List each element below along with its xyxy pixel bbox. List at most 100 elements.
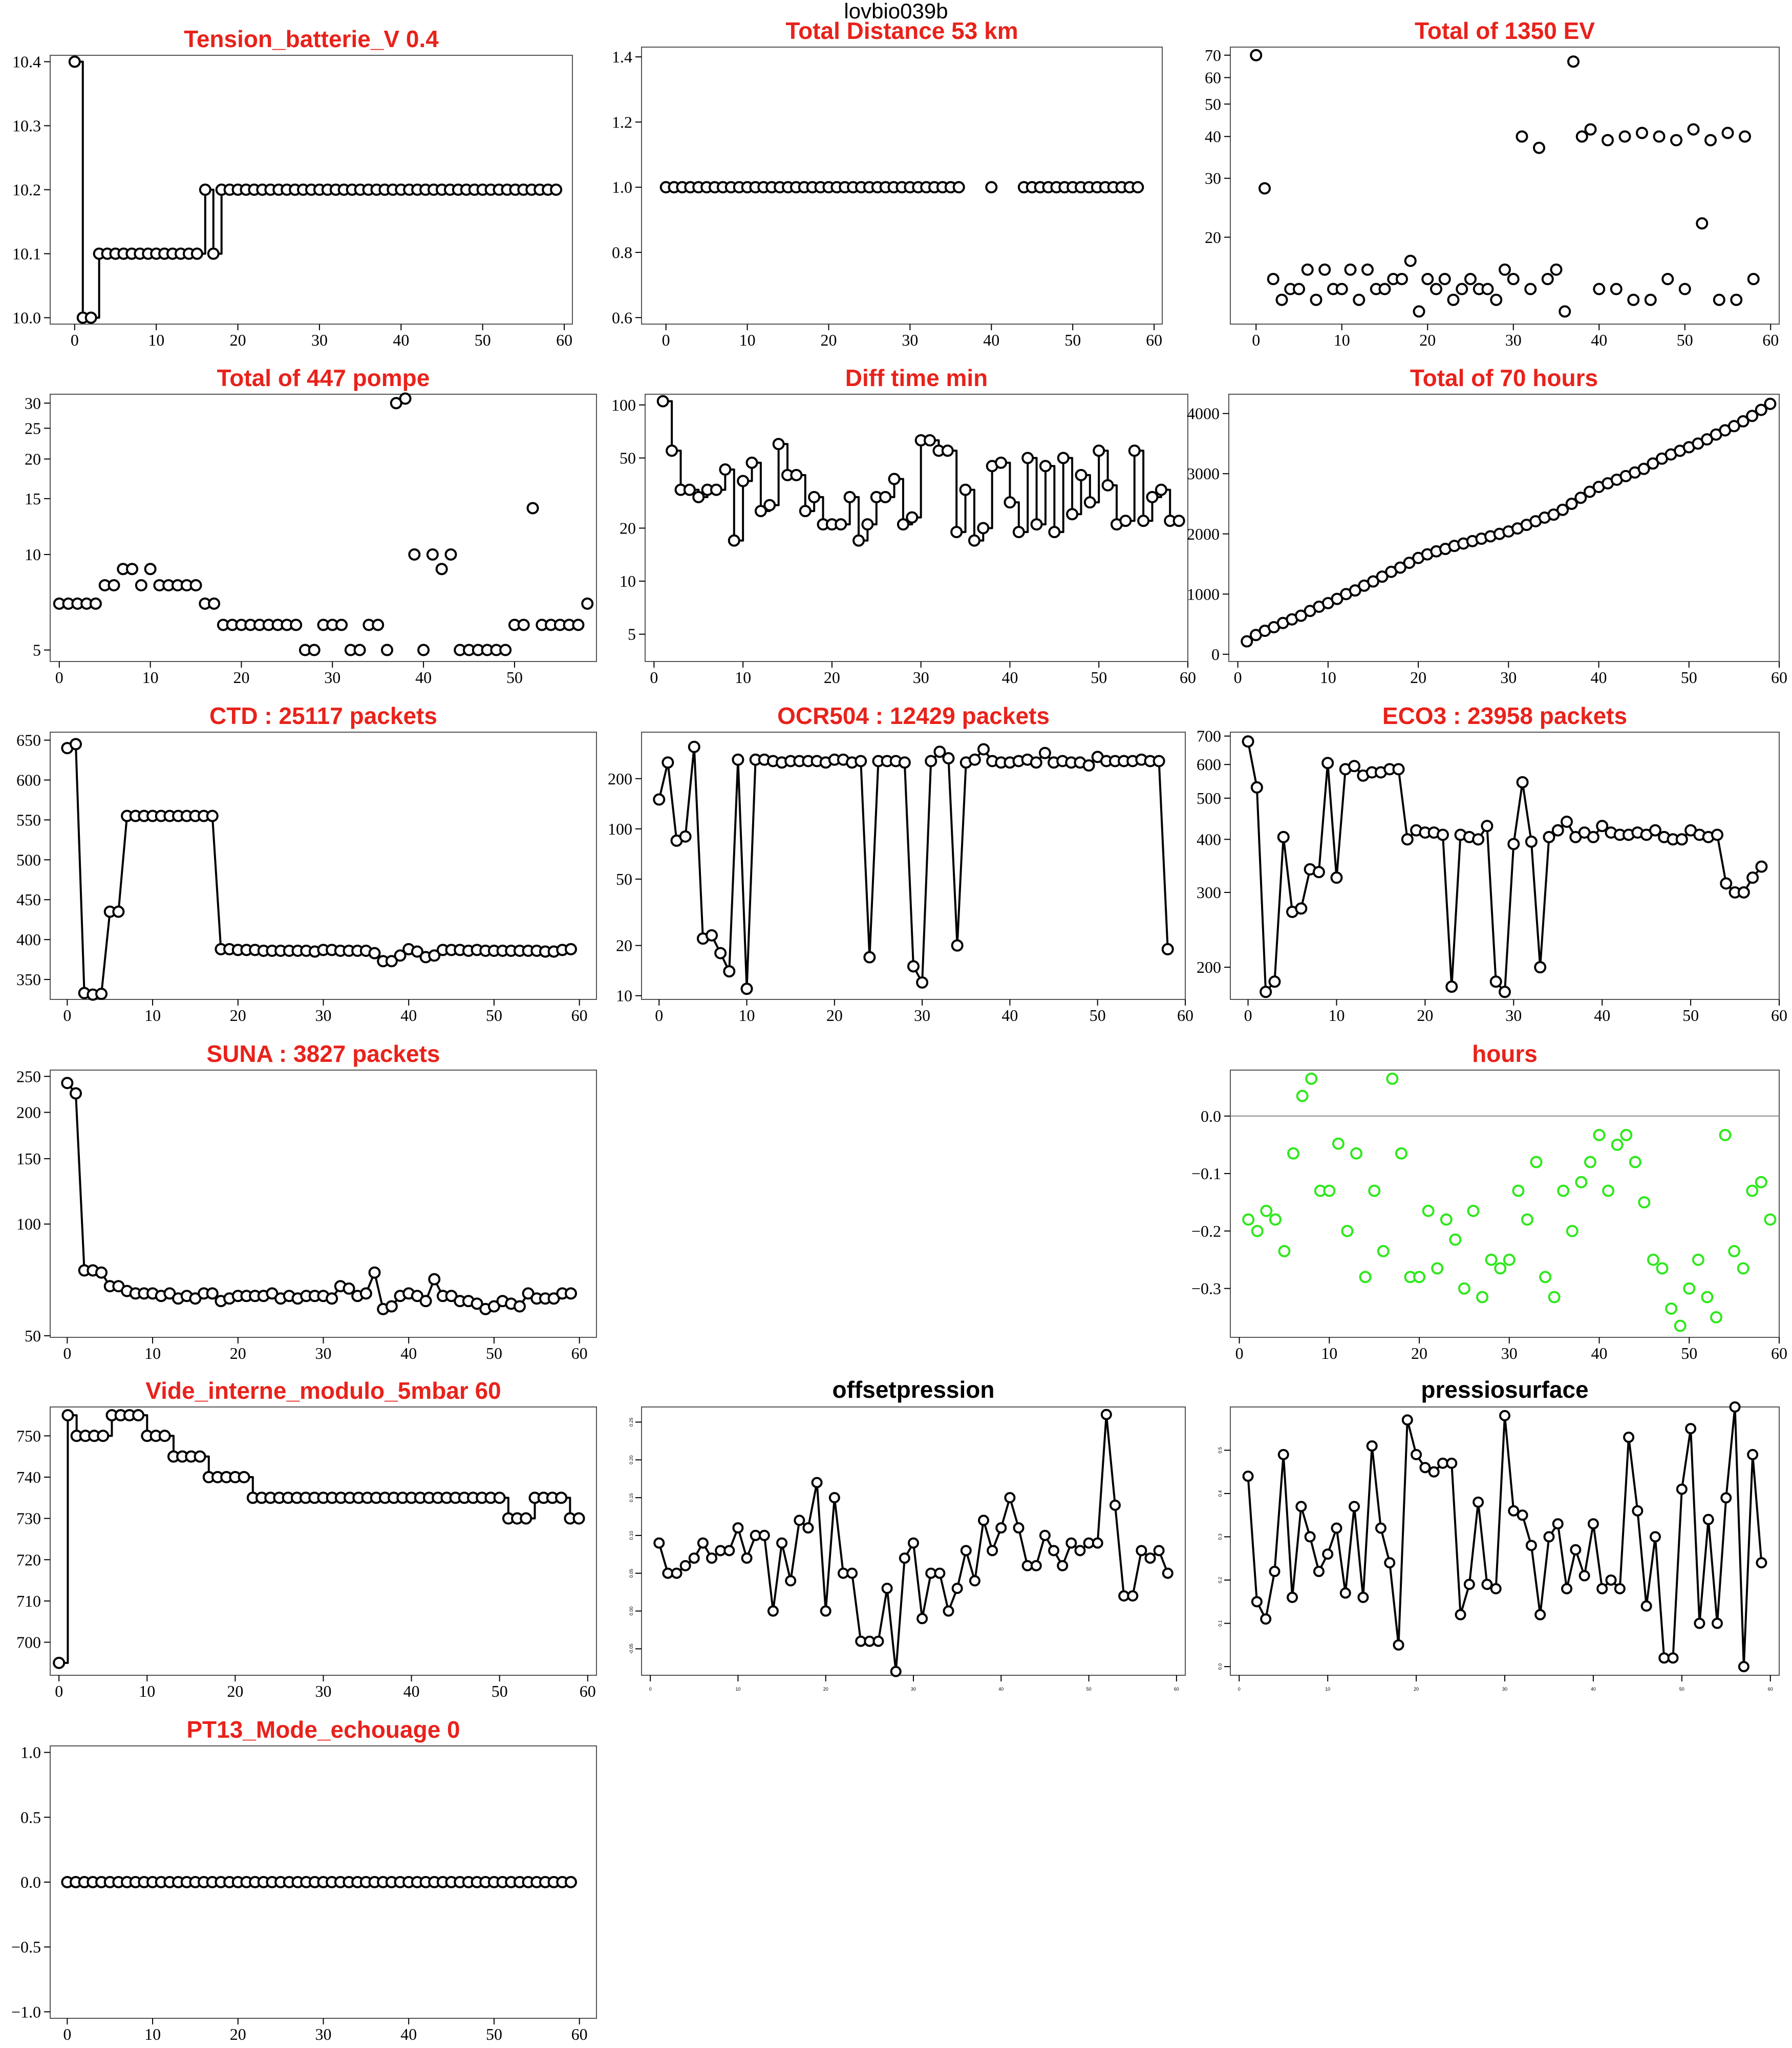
x-tick-label: 30 (324, 668, 340, 687)
y-tick-label: 0.00 (629, 1607, 634, 1616)
data-point (1566, 1225, 1578, 1238)
data-point (1711, 1617, 1723, 1629)
data-point (1620, 1128, 1633, 1141)
x-tick-label: 50 (1681, 668, 1697, 687)
data-point (1530, 1156, 1543, 1168)
data-point (1647, 457, 1659, 470)
x-tick-label: 50 (1091, 668, 1107, 687)
x-tick-label: 10 (144, 1006, 161, 1025)
data-point (1278, 1245, 1291, 1257)
data-point (1507, 838, 1520, 850)
data-point (1559, 305, 1571, 318)
x-tick-label: 50 (486, 2025, 502, 2043)
data-point (1083, 496, 1096, 509)
y-tick-label: 450 (16, 890, 41, 909)
data-point (1242, 735, 1254, 748)
data-point (1574, 492, 1587, 504)
y-tick-label: 0.3 (1218, 1533, 1223, 1540)
y-tick-label: 0.10 (629, 1531, 634, 1540)
data-point (1119, 515, 1132, 527)
data-point (550, 183, 563, 196)
data-point (1627, 293, 1640, 306)
data-point (899, 1552, 910, 1564)
data-point (1713, 293, 1725, 306)
y-tick-label: 0 (1211, 645, 1220, 664)
x-tick-label: 10 (1320, 668, 1336, 687)
y-tick-label: 740 (16, 1468, 41, 1486)
x-tick-label: 30 (911, 1687, 916, 1692)
x-tick-label: 60 (1771, 1344, 1787, 1362)
data-point (1551, 824, 1564, 837)
data-point (794, 1514, 805, 1526)
data-point (1394, 561, 1406, 574)
y-tick-label: 5 (628, 625, 636, 644)
data-point (907, 960, 920, 973)
data-point (1596, 820, 1609, 833)
x-tick-label: 30 (315, 1344, 332, 1362)
data-point (1146, 490, 1159, 503)
y-tick-label: 720 (16, 1550, 41, 1569)
data-point (199, 183, 211, 196)
chart-title: ECO3 : 23958 packets (1382, 702, 1627, 729)
x-tick-label: 10 (1321, 1344, 1337, 1362)
data-point (1310, 293, 1322, 306)
data-point (135, 579, 147, 592)
y-tick-label: 20 (620, 519, 636, 537)
data-point (445, 1290, 458, 1303)
data-point (380, 644, 393, 656)
data-point (394, 949, 407, 962)
data-point (723, 1545, 735, 1556)
data-point (1508, 1505, 1520, 1517)
x-tick-label: 20 (823, 1687, 828, 1692)
data-point (564, 1287, 577, 1300)
data-point (1561, 815, 1573, 828)
data-point (951, 1583, 963, 1594)
data-point (1294, 609, 1307, 622)
data-point (1251, 1225, 1264, 1238)
data-point (1375, 1522, 1386, 1534)
y-tick-label: 0.5 (20, 1808, 41, 1826)
data-point (411, 945, 423, 958)
data-point (1260, 986, 1272, 998)
data-point (1404, 254, 1417, 267)
data-point (1602, 134, 1614, 146)
data-point (697, 1537, 709, 1549)
y-tick-label: 730 (16, 1509, 41, 1528)
data-point (1710, 1311, 1722, 1324)
data-point (898, 756, 911, 769)
x-tick-label: 60 (1180, 668, 1196, 687)
x-tick-label: 30 (1505, 1006, 1522, 1025)
data-point (1575, 1176, 1588, 1188)
data-point (1449, 1233, 1462, 1246)
data-point (1653, 130, 1666, 143)
data-point (1614, 1583, 1626, 1594)
data-point (1499, 1410, 1510, 1421)
y-tick-label: 50 (620, 449, 636, 467)
data-point (683, 483, 696, 496)
data-point (1331, 1522, 1342, 1534)
chart-panel-5: Diff time min 5 10 20 50 100 0 10 20 30 40 50 60 (611, 365, 1196, 687)
y-tick-label: 200 (608, 770, 632, 788)
y-tick-label: 10.1 (12, 245, 41, 263)
data-point (97, 1430, 110, 1442)
y-tick-label: 20 (616, 936, 632, 955)
y-tick-label: 0.15 (629, 1493, 634, 1502)
data-point (1393, 1639, 1404, 1651)
data-point (1030, 756, 1042, 769)
data-point (740, 983, 753, 995)
data-point (1403, 557, 1416, 569)
data-point (872, 1635, 884, 1647)
data-point (688, 740, 700, 753)
data-point (897, 518, 909, 531)
data-point (706, 1552, 718, 1564)
data-point (1269, 1213, 1282, 1226)
data-point (1438, 272, 1451, 285)
data-point (343, 1282, 355, 1295)
x-tick-label: 60 (1771, 668, 1787, 687)
chart-title: OCR504 : 12429 packets (777, 702, 1050, 729)
x-tick-label: 50 (1064, 331, 1081, 349)
chart-title: SUNA : 3827 packets (207, 1040, 440, 1067)
y-tick-label: 0.5 (1218, 1447, 1223, 1454)
x-tick-label: 60 (556, 331, 572, 349)
data-point (763, 499, 776, 511)
